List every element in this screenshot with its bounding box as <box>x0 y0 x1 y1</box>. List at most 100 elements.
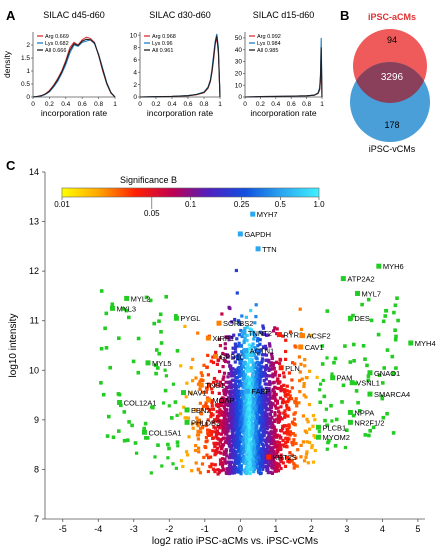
scatter-point <box>258 379 262 384</box>
scatter-point <box>218 458 223 462</box>
scatter-point <box>256 344 260 348</box>
scatter-point <box>194 408 198 412</box>
scatter-point <box>250 358 254 362</box>
scatter-point <box>234 268 238 273</box>
scatter-point <box>284 349 288 354</box>
scatter-point <box>235 337 239 341</box>
scatter-point <box>270 356 274 361</box>
scatter-point <box>253 426 257 430</box>
y-tick-label: 30 <box>235 59 243 66</box>
scatter-point <box>239 359 243 363</box>
scatter-point <box>273 404 277 408</box>
scatter-point <box>219 451 223 455</box>
scatter-point <box>227 404 231 408</box>
scatter-point <box>255 371 259 375</box>
scatter-point <box>273 326 277 330</box>
scatter-point <box>257 430 261 434</box>
scatter-point <box>163 368 167 372</box>
colorbar <box>61 187 320 198</box>
scatter-point <box>215 432 219 436</box>
scatter-point <box>221 430 226 434</box>
scatter-point <box>246 368 250 372</box>
scatter-point <box>103 326 107 331</box>
scatter-gene-label: GNAO1 <box>374 369 400 378</box>
scatter-point <box>256 376 261 380</box>
scatter-point <box>217 337 221 341</box>
scatter-point <box>299 327 304 331</box>
scatter-point <box>226 375 230 379</box>
scatter-highlight-point <box>299 333 305 339</box>
scatter-point <box>243 435 247 439</box>
scatter-point <box>226 414 230 418</box>
scatter-point <box>255 455 259 460</box>
scatter-point <box>213 426 217 430</box>
scatter-point <box>245 435 249 439</box>
scatter-point <box>156 443 160 447</box>
scatter-point <box>210 430 214 434</box>
scatter-highlight-point <box>276 332 282 338</box>
scatter-point <box>262 430 266 434</box>
scatter-point <box>232 443 236 447</box>
scatter-point <box>252 466 256 470</box>
scatter-point <box>204 435 208 440</box>
scatter-point <box>199 430 203 434</box>
scatter-point <box>245 428 249 432</box>
scatter-x-tick-label: 3 <box>344 524 349 534</box>
scatter-gene-label: PLN <box>285 364 300 373</box>
scatter-point <box>241 385 245 389</box>
scatter-point <box>245 325 249 329</box>
scatter-point <box>318 388 322 392</box>
scatter-point <box>340 400 344 404</box>
scatter-point <box>301 414 305 418</box>
scatter-point <box>99 289 104 293</box>
colorbar-tick-label: 0.01 <box>54 200 70 209</box>
scatter-point <box>292 466 296 470</box>
scatter-point <box>197 446 201 450</box>
scatter-point <box>200 408 204 412</box>
scatter-point <box>117 336 121 340</box>
scatter-point <box>229 465 233 469</box>
scatter-point <box>260 412 264 416</box>
scatter-point <box>130 423 134 428</box>
scatter-point <box>216 416 220 420</box>
scatter-point <box>256 400 260 405</box>
scatter-point <box>290 420 295 424</box>
scatter-point <box>246 362 250 366</box>
scatter-point <box>273 419 277 423</box>
scatter-point <box>277 445 281 449</box>
scatter-point <box>235 406 239 410</box>
scatter-point <box>246 375 250 379</box>
scatter-highlight-point <box>330 375 336 381</box>
scatter-point <box>278 456 282 460</box>
scatter-point <box>241 353 245 357</box>
scatter-point <box>254 442 258 446</box>
scatter-point <box>234 371 238 376</box>
scatter-point <box>282 375 286 379</box>
scatter-point <box>267 433 271 437</box>
venn-label-vcms: iPSC-vCMs <box>369 144 416 154</box>
scatter-point <box>166 456 170 460</box>
scatter-point <box>270 471 274 475</box>
scatter-point <box>242 426 246 430</box>
scatter-point <box>286 456 290 460</box>
scatter-point <box>293 433 297 437</box>
scatter-point <box>218 440 223 444</box>
scatter-point <box>232 395 236 399</box>
scatter-point <box>250 428 254 433</box>
scatter-point <box>216 472 220 476</box>
scatter-highlight-point <box>347 409 353 415</box>
scatter-point <box>268 436 272 440</box>
scatter-point <box>179 459 183 463</box>
scatter-point <box>227 413 231 417</box>
scatter-point <box>229 445 233 449</box>
scatter-gene-label: SMARCA4 <box>374 390 410 399</box>
scatter-point <box>221 443 225 447</box>
scatter-y-tick-label: 12 <box>29 266 39 276</box>
x-tick-label: 0.2 <box>151 101 160 108</box>
scatter-point <box>215 419 219 423</box>
scatter-point <box>252 462 256 466</box>
scatter-point <box>229 419 233 423</box>
scatter-point <box>224 448 228 452</box>
scatter-highlight-point <box>198 382 204 388</box>
